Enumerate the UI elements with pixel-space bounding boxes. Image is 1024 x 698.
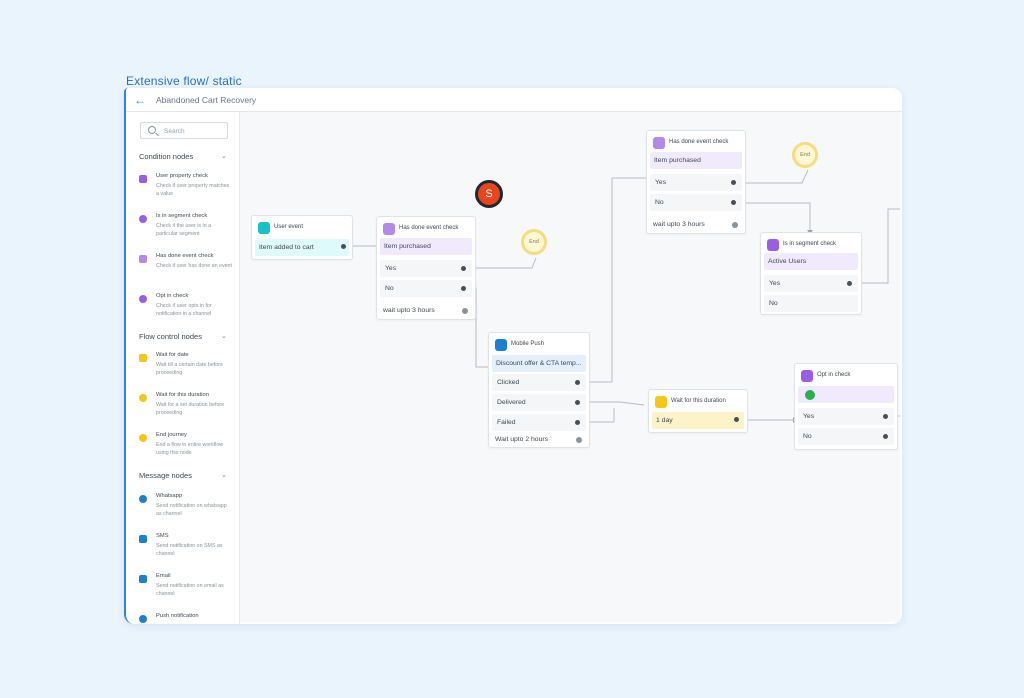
calendar-icon bbox=[139, 354, 147, 362]
connector-dot[interactable] bbox=[341, 244, 346, 249]
clock-icon bbox=[139, 394, 147, 402]
end-node-2[interactable]: End bbox=[792, 142, 818, 168]
branch-failed: Failed bbox=[492, 414, 586, 431]
email-icon bbox=[139, 575, 147, 583]
user-property-icon bbox=[139, 175, 147, 183]
avatar[interactable]: S bbox=[475, 180, 503, 208]
whatsapp-icon bbox=[139, 495, 147, 503]
branch-no: No bbox=[650, 194, 742, 211]
branch-yes: Yes bbox=[380, 260, 472, 277]
node-event-check-1[interactable]: Has done event check Item purchased Yes … bbox=[376, 216, 476, 320]
node-segment-check[interactable]: Is in segment check Active Users Yes No bbox=[760, 232, 862, 315]
node-mobile-push[interactable]: Mobile Push Discount offer & CTA temp...… bbox=[488, 332, 590, 448]
node-palette-sidebar: Search Condition nodes ⌄ User property c… bbox=[126, 112, 240, 624]
connector-dot[interactable] bbox=[575, 420, 580, 425]
segment-icon bbox=[139, 215, 147, 223]
event-check-icon bbox=[139, 255, 147, 263]
wait-label: Wait upto 2 hours bbox=[495, 436, 549, 443]
chevron-down-icon[interactable]: ⌄ bbox=[221, 153, 227, 160]
branch-clicked: Clicked bbox=[492, 374, 586, 391]
node-event-check-2[interactable]: Has done event check Item purchased Yes … bbox=[646, 130, 746, 234]
branch-no: No bbox=[764, 295, 858, 312]
mobile-push-icon bbox=[495, 339, 507, 351]
node-wait-duration[interactable]: Wait for this duration 1 day bbox=[648, 389, 748, 433]
wait-duration-value: 1 day bbox=[652, 412, 744, 429]
search-input[interactable]: Search bbox=[140, 122, 228, 139]
branch-no: No bbox=[380, 280, 472, 297]
branch-yes: Yes bbox=[764, 275, 858, 292]
connector-dot[interactable] bbox=[734, 417, 739, 422]
node-user-event[interactable]: User event Item added to cart bbox=[251, 215, 353, 260]
connector-dot[interactable] bbox=[575, 400, 580, 405]
chevron-down-icon[interactable]: ⌄ bbox=[221, 472, 227, 479]
segment-icon bbox=[767, 239, 779, 251]
connector-dot[interactable] bbox=[575, 380, 580, 385]
branch-no: No bbox=[798, 428, 894, 445]
connector-dot[interactable] bbox=[731, 180, 736, 185]
end-journey-icon bbox=[139, 434, 147, 442]
section-condition-nodes[interactable]: Condition nodes bbox=[139, 152, 194, 161]
branch-yes: Yes bbox=[650, 174, 742, 191]
search-icon bbox=[148, 126, 156, 134]
whatsapp-icon bbox=[805, 390, 815, 400]
opt-in-icon bbox=[801, 370, 813, 382]
node-opt-in-check[interactable]: Opt in check Yes No bbox=[794, 363, 898, 450]
star-icon bbox=[258, 222, 270, 234]
wait-label: wait upto 3 hours bbox=[383, 307, 435, 314]
connector-dot[interactable] bbox=[883, 434, 888, 439]
clock-icon bbox=[655, 396, 667, 408]
wait-label: wait upto 3 hours bbox=[653, 221, 705, 228]
section-message-nodes[interactable]: Message nodes bbox=[139, 471, 192, 480]
flow-canvas[interactable]: User event Item added to cart Has done e… bbox=[240, 112, 900, 622]
connector-dot[interactable] bbox=[847, 281, 852, 286]
clock-icon bbox=[576, 437, 582, 443]
frame-title: Extensive flow/ static bbox=[126, 74, 242, 88]
sms-icon bbox=[139, 535, 147, 543]
event-check-icon bbox=[383, 223, 395, 235]
event-check-icon bbox=[653, 137, 665, 149]
page-title: Abandoned Cart Recovery bbox=[156, 95, 257, 105]
branch-yes: Yes bbox=[798, 408, 894, 425]
clock-icon bbox=[732, 222, 738, 228]
connector-dot[interactable] bbox=[883, 414, 888, 419]
top-bar: ← Abandoned Cart Recovery bbox=[126, 88, 902, 112]
user-event-value: Item added to cart bbox=[255, 239, 349, 256]
back-arrow-icon[interactable]: ← bbox=[134, 93, 146, 107]
connector-dot[interactable] bbox=[461, 266, 466, 271]
end-node-1[interactable]: End bbox=[521, 229, 547, 255]
section-flow-control-nodes[interactable]: Flow control nodes bbox=[139, 332, 202, 341]
opt-in-channel bbox=[798, 386, 894, 403]
branch-delivered: Delivered bbox=[492, 394, 586, 411]
search-placeholder: Search bbox=[164, 128, 185, 135]
connector-dot[interactable] bbox=[731, 200, 736, 205]
push-icon bbox=[139, 615, 147, 623]
chevron-down-icon[interactable]: ⌄ bbox=[221, 333, 227, 340]
clock-icon bbox=[462, 308, 468, 314]
opt-in-icon bbox=[139, 295, 147, 303]
connector-dot[interactable] bbox=[461, 286, 466, 291]
